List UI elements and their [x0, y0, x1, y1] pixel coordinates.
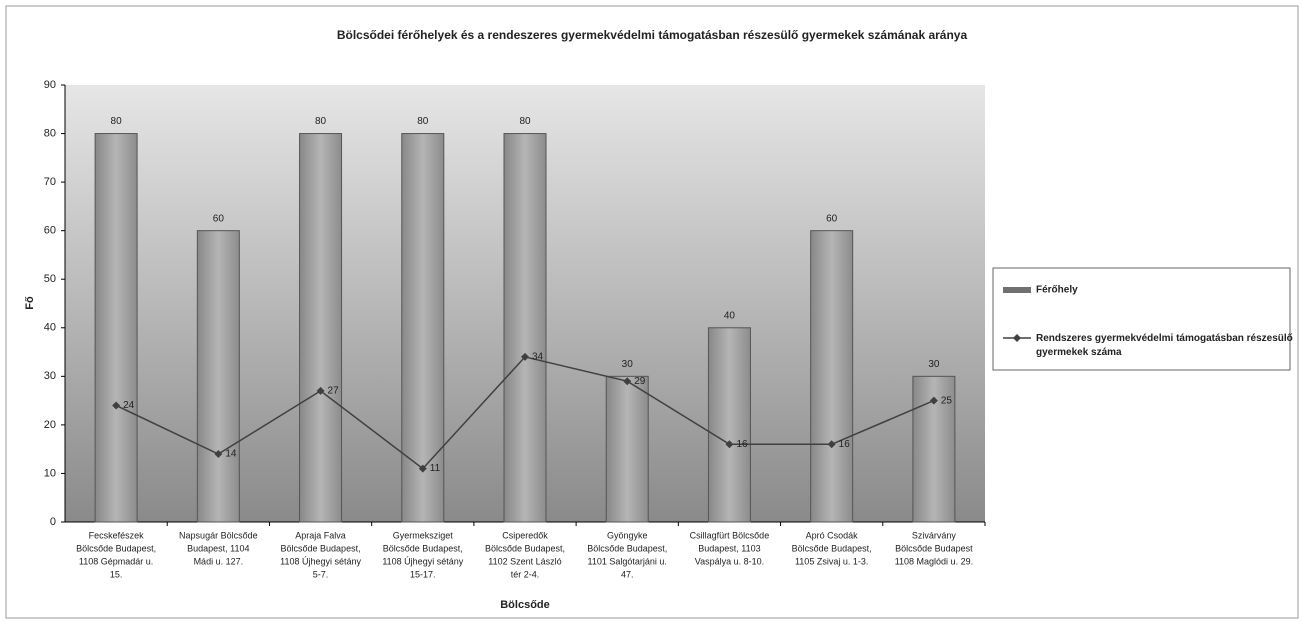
line-marker — [827, 440, 836, 449]
x-tick-label: Csiperedők — [502, 530, 548, 540]
x-tick-label: Bölcsőde Budapest, — [383, 543, 463, 553]
line-marker — [112, 401, 121, 410]
bar-label: 80 — [315, 116, 327, 127]
x-tick-label: Napsugár Bölcsőde — [179, 530, 258, 540]
y-tick-label: 20 — [44, 419, 56, 431]
x-tick-label: 1105 Zsivaj u. 1-3. — [795, 556, 868, 566]
line-marker — [725, 440, 734, 449]
y-tick-label: 0 — [50, 516, 56, 528]
y-tick-label: 50 — [44, 273, 56, 285]
bar-label: 60 — [213, 213, 225, 224]
legend-label: Rendszeres gyermekvédelmi támogatásban r… — [1036, 333, 1293, 358]
x-tick-label: Bölcsőde Budapest, — [485, 543, 565, 553]
bar — [605, 375, 649, 523]
x-axis-label: Bölcsőde — [500, 599, 550, 611]
x-tick-label: 1102 Szent László — [488, 556, 561, 566]
bar-label: 30 — [928, 359, 940, 370]
x-tick-label: Vaspálya u. 8-10. — [695, 556, 764, 566]
x-tick-label: Gyermeksziget — [393, 530, 454, 540]
x-tick-label: Szivárvány — [912, 530, 957, 540]
x-tick-label: Fecskefészek — [89, 530, 145, 540]
line-label: 27 — [328, 386, 340, 397]
x-tick-label: 1101 Salgótarjáni u. — [588, 556, 667, 566]
bar — [503, 133, 547, 523]
x-tick-label: Bölcsőde Budapest, — [281, 543, 361, 553]
y-tick-label: 30 — [44, 370, 56, 382]
line-marker — [418, 464, 427, 473]
y-tick-label: 40 — [44, 322, 56, 334]
line-label: 24 — [123, 400, 135, 411]
x-tick-label: 1108 Újhegyi sétány — [280, 556, 361, 566]
x-tick-label: 5-7. — [313, 569, 329, 579]
x-tick-label: tér 2-4. — [511, 569, 540, 579]
legend-box — [992, 267, 1291, 371]
x-tick-label: Gyöngyke — [607, 530, 648, 540]
y-axis-label: Fő — [24, 296, 36, 310]
y-tick-label: 90 — [44, 79, 56, 91]
legend-swatch — [1003, 287, 1031, 293]
x-tick-label: Bölcsőde Budapest, — [792, 543, 872, 553]
line-marker — [521, 352, 529, 361]
bar — [94, 133, 138, 523]
x-tick-label: 15. — [110, 569, 123, 579]
x-tick-label: 1108 Újhegyi sétány — [382, 556, 463, 566]
x-tick-label: 1108 Maglódi u. 29. — [895, 556, 973, 566]
line-marker — [316, 386, 325, 395]
bar-label: 80 — [519, 116, 531, 127]
line-label: 34 — [532, 352, 544, 363]
y-tick-label: 80 — [44, 127, 56, 139]
x-tick-label: Bölcsőde Budapest, — [587, 543, 667, 553]
y-tick-label: 10 — [44, 467, 56, 479]
legend-label: Férőhely — [1036, 285, 1078, 296]
x-tick-label: Apraja Falva — [295, 530, 346, 540]
y-tick-label: 70 — [44, 176, 56, 188]
line-label: 16 — [839, 439, 851, 450]
bar-label: 40 — [724, 310, 736, 321]
bar-label: 30 — [622, 359, 634, 370]
x-tick-label: Budapest, 1104 — [187, 543, 249, 553]
chart-title: Bölcsődei férőhelyek és a rendeszeres gy… — [337, 28, 968, 42]
line-marker — [214, 450, 223, 459]
bar-label: 60 — [826, 213, 838, 224]
x-tick-label: 47. — [621, 569, 634, 579]
x-tick-label: Csillagfürt Bölcsőde — [690, 530, 770, 540]
line-label: 25 — [941, 395, 953, 406]
x-tick-label: Apró Csodák — [806, 530, 859, 540]
x-tick-label: Bölcsőde Budapest — [895, 543, 973, 553]
bar-label: 80 — [417, 116, 429, 127]
x-tick-label: Budapest, 1103 — [698, 543, 760, 553]
bar — [196, 230, 240, 523]
line-marker — [929, 396, 938, 405]
bar — [299, 133, 343, 523]
bar-label: 80 — [111, 116, 123, 127]
x-tick-label: 1108 Gépmadár u. — [79, 556, 153, 566]
line-label: 14 — [225, 449, 237, 460]
x-tick-label: Bölcsőde Budapest, — [76, 543, 156, 553]
x-tick-label: Mádi u. 127. — [194, 556, 244, 566]
legend-marker — [1013, 334, 1021, 342]
bar — [707, 327, 751, 523]
line-marker — [623, 377, 632, 386]
line-label: 11 — [430, 463, 441, 474]
line-label: 29 — [634, 376, 646, 387]
line-label: 16 — [736, 439, 748, 450]
bar — [810, 230, 854, 523]
y-tick-label: 60 — [44, 225, 56, 237]
x-tick-label: 15-17. — [410, 569, 436, 579]
